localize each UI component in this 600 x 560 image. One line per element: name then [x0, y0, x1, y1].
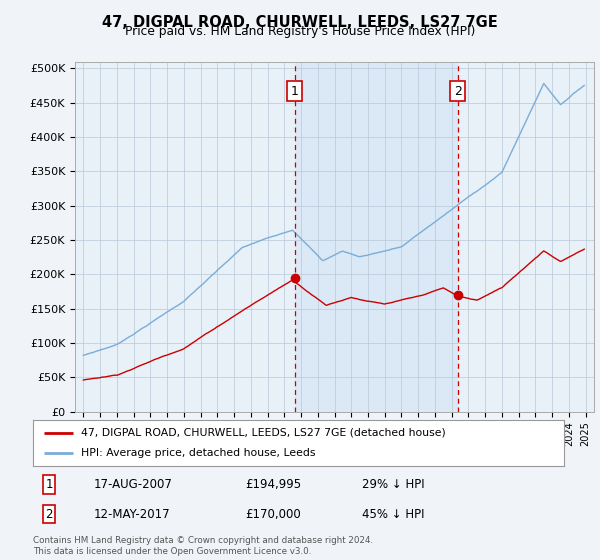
Text: 12-MAY-2017: 12-MAY-2017 — [94, 508, 170, 521]
Text: 1: 1 — [291, 85, 299, 98]
Text: HPI: Average price, detached house, Leeds: HPI: Average price, detached house, Leed… — [81, 448, 315, 458]
Text: 29% ↓ HPI: 29% ↓ HPI — [362, 478, 425, 491]
Text: Contains HM Land Registry data © Crown copyright and database right 2024.
This d: Contains HM Land Registry data © Crown c… — [33, 536, 373, 556]
Text: £194,995: £194,995 — [245, 478, 302, 491]
Text: 1: 1 — [45, 478, 53, 491]
Text: 2: 2 — [454, 85, 462, 98]
Text: 2: 2 — [45, 508, 53, 521]
Bar — [295, 62, 458, 412]
Text: 17-AUG-2007: 17-AUG-2007 — [94, 478, 173, 491]
Text: 47, DIGPAL ROAD, CHURWELL, LEEDS, LS27 7GE: 47, DIGPAL ROAD, CHURWELL, LEEDS, LS27 7… — [102, 15, 498, 30]
Text: 45% ↓ HPI: 45% ↓ HPI — [362, 508, 425, 521]
Text: £170,000: £170,000 — [245, 508, 301, 521]
Text: Price paid vs. HM Land Registry's House Price Index (HPI): Price paid vs. HM Land Registry's House … — [125, 25, 475, 38]
Text: 47, DIGPAL ROAD, CHURWELL, LEEDS, LS27 7GE (detached house): 47, DIGPAL ROAD, CHURWELL, LEEDS, LS27 7… — [81, 428, 446, 438]
